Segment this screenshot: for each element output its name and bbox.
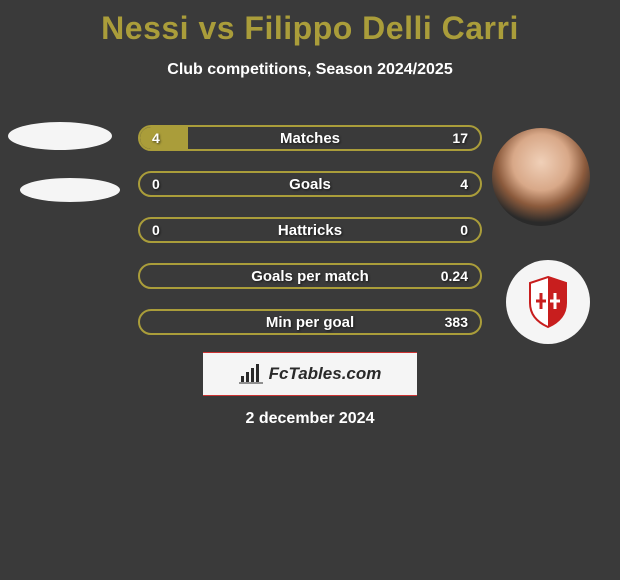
- fctables-attribution[interactable]: FcTables.com: [203, 352, 417, 396]
- club-shield-icon: [526, 275, 570, 329]
- fctables-label: FcTables.com: [269, 364, 382, 384]
- stat-value-right: 0.24: [441, 265, 468, 287]
- stat-row-goals-per-match: Goals per match 0.24: [138, 263, 482, 289]
- bars-chart-icon: [239, 364, 263, 384]
- player-left-placeholder-1: [8, 122, 112, 150]
- stat-row-goals: 0 Goals 4: [138, 171, 482, 197]
- stat-row-hattricks: 0 Hattricks 0: [138, 217, 482, 243]
- stat-value-right: 17: [452, 127, 468, 149]
- stat-label: Goals per match: [140, 265, 480, 287]
- stat-value-right: 0: [460, 219, 468, 241]
- stat-value-right: 4: [460, 173, 468, 195]
- stat-label: Goals: [140, 173, 480, 195]
- stat-label: Min per goal: [140, 311, 480, 333]
- stat-label: Matches: [140, 127, 480, 149]
- player-right-club-badge: [506, 260, 590, 344]
- stat-value-right: 383: [445, 311, 468, 333]
- player-left-placeholder-2: [20, 178, 120, 202]
- stat-row-matches: 4 Matches 17: [138, 125, 482, 151]
- stat-row-min-per-goal: Min per goal 383: [138, 309, 482, 335]
- stats-bars: 4 Matches 17 0 Goals 4 0 Hattricks 0 Goa…: [138, 125, 482, 355]
- page-title: Nessi vs Filippo Delli Carri: [0, 0, 620, 47]
- date-label: 2 december 2024: [0, 410, 620, 428]
- player-right-avatar: [492, 128, 590, 226]
- page-subtitle: Club competitions, Season 2024/2025: [0, 61, 620, 79]
- stat-label: Hattricks: [140, 219, 480, 241]
